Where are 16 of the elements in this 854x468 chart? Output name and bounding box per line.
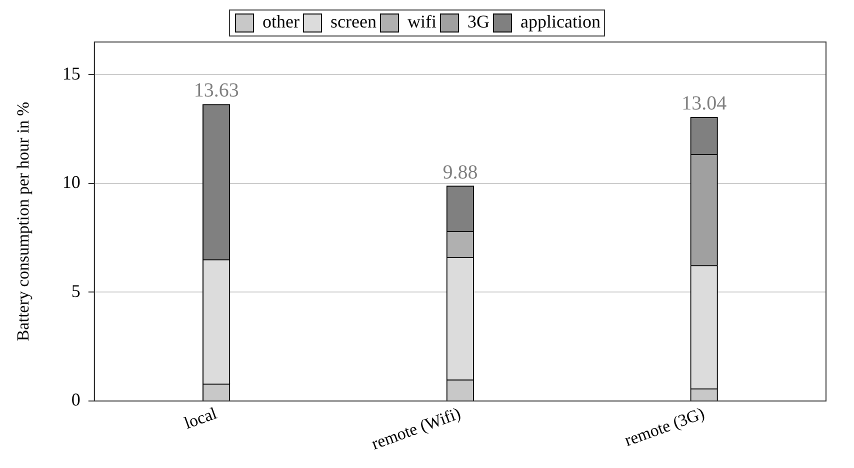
total-label: 9.88 [442,161,478,184]
legend-label: application [520,12,600,32]
total-label: 13.63 [194,80,239,102]
legend-label: 3G [467,12,490,32]
x-tick-label: remote (3G) [622,404,707,450]
y-tick-label: 5 [71,280,80,301]
y-tick-label: 10 [62,172,80,192]
x-tick-label: remote (Wifi) [369,404,464,454]
y-axis-title: Battery consumption per hour in % [14,102,33,342]
x-tick-label: local [182,404,220,433]
legend-label: other [262,12,300,32]
legend-label: screen [330,12,376,32]
y-tick-label: 15 [62,63,80,84]
total-label: 13.04 [682,92,727,115]
legend-label: wifi [407,12,436,32]
y-tick-label: 0 [71,390,80,410]
